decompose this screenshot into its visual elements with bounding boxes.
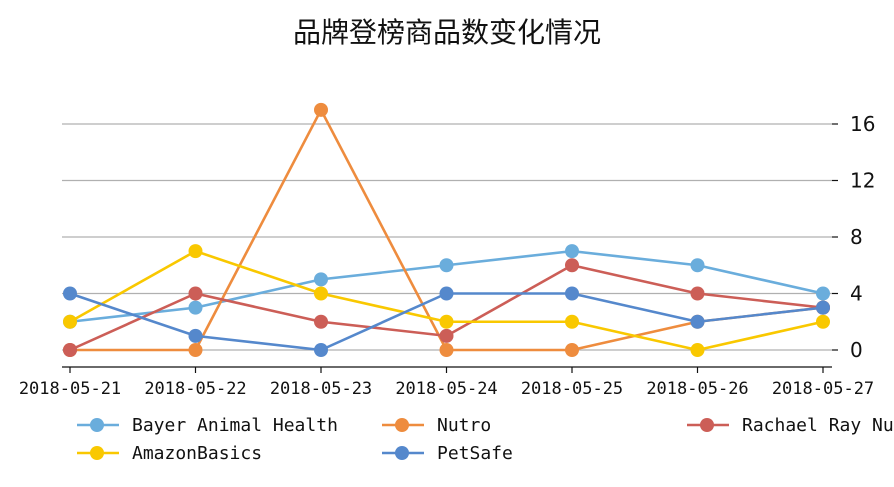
data-point	[63, 314, 77, 329]
series-layer	[63, 102, 830, 357]
data-point	[816, 314, 830, 329]
y-tick-label: 12	[850, 169, 875, 193]
y-tick-label: 4	[850, 282, 863, 306]
legend-item: Rachael Ray Nutrish	[687, 415, 894, 436]
data-point	[690, 286, 705, 301]
x-tick-label: 2018-05-25	[521, 379, 623, 399]
data-point	[690, 343, 705, 357]
legend-swatch-marker	[90, 446, 104, 460]
data-point	[690, 314, 705, 329]
legend-label: AmazonBasics	[132, 443, 262, 464]
data-point	[439, 343, 454, 357]
data-point	[565, 314, 579, 329]
data-point	[63, 343, 77, 357]
legend-label: PetSafe	[437, 443, 513, 464]
legend: Bayer Animal Health Nutro Rachael Ray Nutr…	[77, 415, 894, 464]
data-point	[439, 328, 454, 343]
x-tick-label: 2018-05-27	[772, 379, 874, 399]
x-tick-label: 2018-05-22	[144, 379, 246, 399]
series-amazonbasics	[63, 244, 830, 357]
data-point	[314, 272, 328, 287]
data-point	[439, 286, 454, 301]
data-point	[565, 258, 579, 273]
legend-label: Nutro	[437, 415, 491, 436]
x-tick-label: 2018-05-23	[270, 379, 372, 399]
data-point	[816, 286, 830, 301]
data-point	[188, 244, 203, 259]
legend-item: Bayer Animal Health	[77, 415, 338, 436]
chart-title: 品牌登榜商品数变化情况	[293, 16, 601, 49]
legend-swatch-marker	[395, 446, 409, 460]
x-tick-label: 2018-05-26	[646, 379, 748, 399]
data-point	[439, 314, 454, 329]
data-point	[816, 300, 830, 315]
data-point	[565, 286, 579, 301]
series-bayer-animal-health	[63, 244, 830, 329]
legend-swatch-marker	[90, 418, 104, 432]
data-point	[439, 258, 454, 273]
y-tick-label: 0	[850, 338, 863, 362]
data-point	[565, 244, 579, 259]
series-rachael-ray-nutrish	[63, 258, 830, 357]
legend-item: Nutro	[382, 415, 491, 436]
data-point	[565, 343, 579, 357]
legend-label: Bayer Animal Health	[132, 415, 338, 436]
legend-item: PetSafe	[382, 443, 513, 464]
data-point	[63, 286, 77, 301]
y-tick-label: 16	[850, 112, 875, 136]
axes: 0 4 8 12 16 2018-05-21 2018-05-22 2018-05-23 201…	[19, 112, 876, 399]
legend-label: Rachael Ray Nutrish	[742, 415, 894, 436]
legend-swatch-marker	[700, 418, 714, 432]
data-point	[188, 328, 203, 343]
data-point	[314, 314, 328, 329]
data-point	[314, 286, 328, 301]
data-point	[690, 258, 705, 273]
data-point	[188, 300, 203, 315]
y-tick-label: 8	[850, 225, 863, 249]
x-tick-label: 2018-05-21	[19, 379, 121, 399]
data-point	[314, 102, 328, 117]
legend-swatch-marker	[395, 418, 409, 432]
series-petsafe	[63, 286, 830, 357]
data-point	[188, 286, 203, 301]
x-tick-label: 2018-05-24	[395, 379, 497, 399]
series-line	[70, 108, 824, 352]
data-point	[314, 343, 328, 357]
legend-item: AmazonBasics	[77, 443, 262, 464]
data-point	[188, 343, 203, 357]
